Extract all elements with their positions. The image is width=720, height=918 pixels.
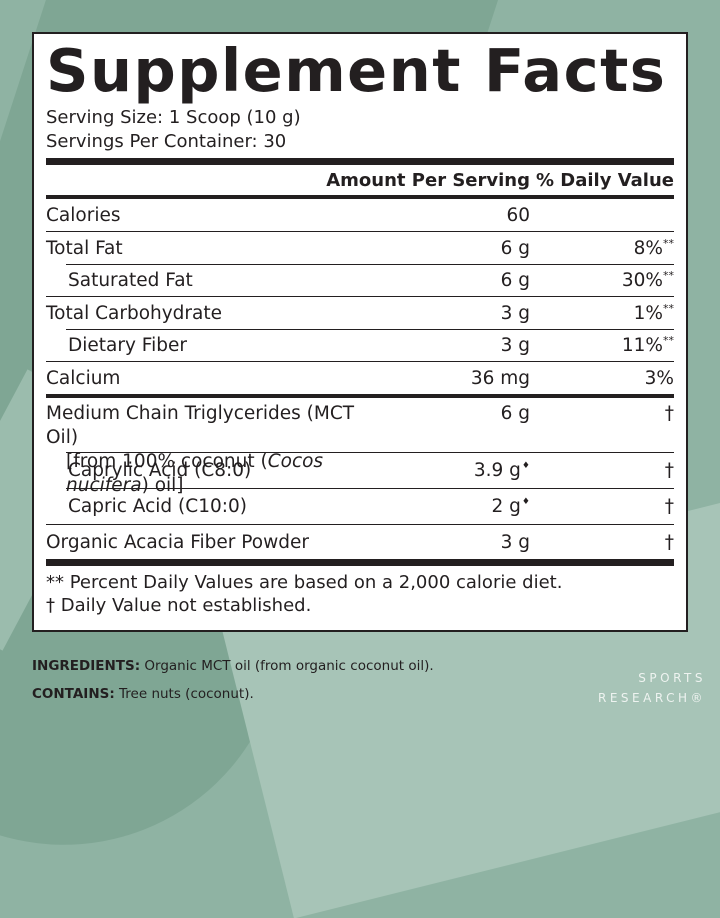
nutrient-row-dietary-fiber: Dietary Fiber 3 g 11%** (46, 329, 674, 361)
nutrient-dv: 30%** (621, 268, 674, 291)
nutrient-row-saturated-fat: Saturated Fat 6 g 30%** (46, 264, 674, 296)
nutrient-row-calories: Calories 60 (46, 199, 674, 231)
ingredient-amount: 2 g♦ (491, 495, 530, 517)
serving-size: Serving Size: 1 Scoop (10 g) (46, 107, 301, 128)
footnote-daily-values: ** Percent Daily Values are based on a 2… (46, 572, 563, 593)
ingredient-source: [from 100% coconut (Cocos nucifera) oil] (66, 451, 324, 496)
divider-thick (46, 559, 674, 566)
ingredient-name: Caprylic Acid (C8:0) (68, 459, 252, 481)
column-header-row: Amount Per Serving % Daily Value (46, 165, 674, 195)
nutrient-name: Total Carbohydrate (46, 302, 223, 324)
diamond-marker: ♦ (521, 497, 530, 508)
diamond-marker: ♦ (521, 461, 530, 472)
nutrient-dv: 8%** (633, 236, 674, 259)
ingredient-row-acacia-fiber: Organic Acacia Fiber Powder 3 g † (46, 524, 674, 559)
ingredient-amount: 3.9 g♦ (473, 459, 530, 481)
ingredient-name: Medium Chain Triglycerides (MCT Oil) (46, 403, 355, 448)
ingredients-block: INGREDIENTS: Organic MCT oil (from organ… (32, 652, 434, 708)
nutrient-dv: 3% (644, 367, 674, 389)
nutrient-dv: 11%** (621, 333, 674, 356)
ingredient-row-capric-acid: Capric Acid (C10:0) 2 g♦ † (46, 488, 674, 524)
divider-thick (46, 158, 674, 165)
brand-logo: SPORTS RESEARCH® (598, 671, 706, 705)
footnotes: ** Percent Daily Values are based on a 2… (46, 566, 674, 617)
nutrient-dv: 1%** (633, 301, 674, 324)
supplement-facts-panel: Supplement Facts Serving Size: 1 Scoop (… (32, 32, 688, 632)
botanical-name: Cocos nucifera (66, 451, 324, 496)
ingredient-name: Capric Acid (C10:0) (68, 495, 247, 517)
divider-medium (46, 394, 674, 398)
nutrient-amount: 3 g (500, 302, 530, 324)
nutrient-amount: 6 g (500, 237, 530, 259)
ingredients-line: INGREDIENTS: Organic MCT oil (from organ… (32, 658, 434, 674)
divider-medium (46, 195, 674, 199)
amount-header: Amount Per Serving (326, 169, 530, 191)
ingredient-dv: † (664, 495, 674, 517)
servings-per-container: Servings Per Container: 30 (46, 131, 287, 152)
nutrient-name: Total Fat (46, 237, 123, 259)
nutrient-row-calcium: Calcium 36 mg 3% (46, 361, 674, 394)
ingredient-dv: † (664, 531, 674, 553)
nutrient-amount: 6 g (500, 269, 530, 291)
ingredient-amount: 3 g (500, 531, 530, 553)
footnote-marker: ** (663, 236, 674, 250)
nutrient-name: Dietary Fiber (68, 334, 187, 356)
contains-line: CONTAINS: Tree nuts (coconut). (32, 686, 254, 702)
ingredient-dv: † (664, 403, 674, 424)
footnote-not-established: † Daily Value not established. (46, 595, 312, 616)
ingredient-name: Organic Acacia Fiber Powder (46, 531, 309, 553)
ingredient-row-caprylic-acid: Caprylic Acid (C8:0) 3.9 g♦ † (46, 452, 674, 488)
nutrient-amount: 60 (506, 204, 530, 226)
nutrient-name: Saturated Fat (68, 269, 193, 291)
nutrient-row-total-fat: Total Fat 6 g 8%** (46, 231, 674, 264)
footnote-marker: ** (663, 333, 674, 347)
ingredient-amount: 6 g (500, 403, 530, 424)
nutrient-name: Calcium (46, 367, 121, 389)
nutrient-amount: 36 mg (470, 367, 530, 389)
panel-title: Supplement Facts (46, 36, 667, 105)
nutrient-amount: 3 g (500, 334, 530, 356)
ingredient-dv: † (664, 459, 674, 481)
nutrient-name: Calories (46, 204, 121, 226)
nutrient-row-total-carbohydrate: Total Carbohydrate 3 g 1%** (46, 296, 674, 329)
daily-value-header: % Daily Value (535, 169, 674, 191)
ingredient-row-mct-oil: Medium Chain Triglycerides (MCT Oil) [fr… (46, 398, 674, 496)
footnote-marker: ** (663, 268, 674, 282)
footnote-marker: ** (663, 301, 674, 315)
